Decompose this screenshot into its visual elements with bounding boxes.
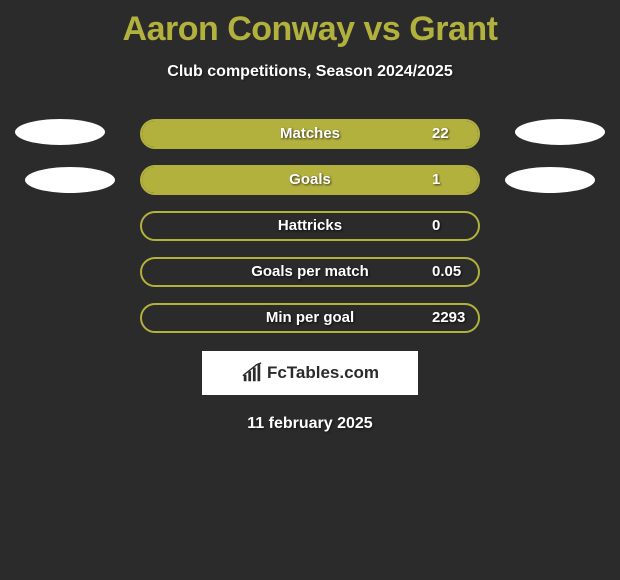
stat-bar — [140, 211, 480, 241]
stat-value-right: 2293 — [432, 303, 465, 333]
stat-bar — [140, 257, 480, 287]
stat-row: Goals per match0.05 — [0, 257, 620, 287]
stat-bar — [140, 165, 480, 195]
stat-bar-fill-left — [142, 167, 310, 193]
chart-icon — [241, 362, 263, 384]
stat-value-right: 0.05 — [432, 257, 461, 287]
date-text: 11 february 2025 — [0, 415, 620, 433]
site-logo: FcTables.com — [202, 351, 418, 395]
stat-value-right: 22 — [432, 119, 449, 149]
stat-value-right: 1 — [432, 165, 440, 195]
stat-row: Hattricks0 — [0, 211, 620, 241]
logo-text: FcTables.com — [267, 363, 379, 383]
stat-bar-fill-right — [310, 121, 478, 147]
stat-bar-fill-left — [142, 121, 310, 147]
stat-row: Matches22 — [0, 119, 620, 149]
stat-bar-fill-right — [310, 167, 478, 193]
stat-row: Goals1 — [0, 165, 620, 195]
stat-value-right: 0 — [432, 211, 440, 241]
stat-bar — [140, 119, 480, 149]
stats-area: Matches22 Goals1 Hattricks0 Goals per match… — [0, 119, 620, 333]
page-title: Aaron Conway vs Grant — [0, 0, 620, 49]
stat-bar — [140, 303, 480, 333]
subtitle: Club competitions, Season 2024/2025 — [0, 63, 620, 81]
stat-row: Min per goal2293 — [0, 303, 620, 333]
